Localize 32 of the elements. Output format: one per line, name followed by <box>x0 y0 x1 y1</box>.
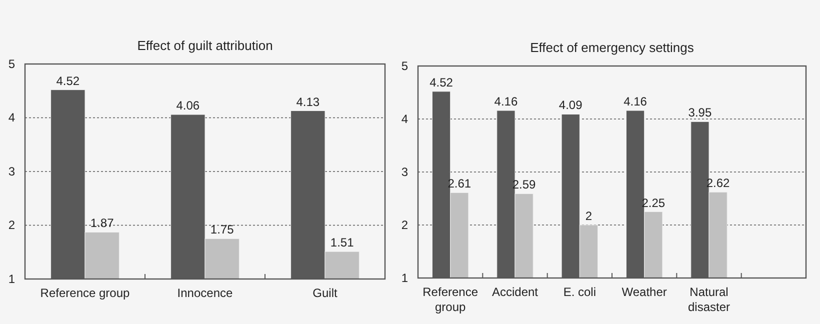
data-label: 4.06 <box>176 98 200 113</box>
data-label: 4.13 <box>296 94 320 109</box>
y-tick-label: 5 <box>401 58 408 73</box>
y-tick-label: 4 <box>8 110 16 125</box>
y-tick-label: 3 <box>401 164 408 179</box>
data-label: 2 <box>585 209 592 223</box>
data-label: 1.87 <box>90 216 114 230</box>
x-tick-label: Reference group <box>40 286 130 300</box>
chart-title: Effect of guilt attribution <box>137 38 273 53</box>
y-tick-label: 4 <box>401 112 408 126</box>
y-tick-label: 2 <box>8 218 16 232</box>
x-tick-label: E. coli <box>563 285 596 299</box>
data-label: 4.16 <box>624 94 648 109</box>
x-tick-label: Accident <box>492 285 539 299</box>
x-tick-label: Innocence <box>177 286 234 300</box>
data-label: 4.52 <box>56 74 80 88</box>
x-tick-label: Guilt <box>312 286 338 300</box>
data-label: 1.51 <box>330 236 354 250</box>
data-label: 3.95 <box>688 106 712 120</box>
y-tick-label: 5 <box>8 56 16 71</box>
data-label: 1.75 <box>210 222 234 237</box>
chart-title: Effect of emergency settings <box>530 40 694 55</box>
data-label: 4.09 <box>558 98 583 112</box>
data-label: 4.16 <box>494 94 518 109</box>
x-tick-label: Reference group <box>422 285 478 314</box>
y-tick-label: 1 <box>8 272 16 286</box>
x-tick-label: Weather <box>622 285 667 299</box>
y-tick-label: 3 <box>8 164 16 178</box>
y-tick-label: 2 <box>401 218 408 232</box>
y-tick-label: 1 <box>401 270 408 285</box>
x-tick-label: Natural disaster <box>688 285 730 314</box>
data-label: 4.52 <box>430 75 454 90</box>
